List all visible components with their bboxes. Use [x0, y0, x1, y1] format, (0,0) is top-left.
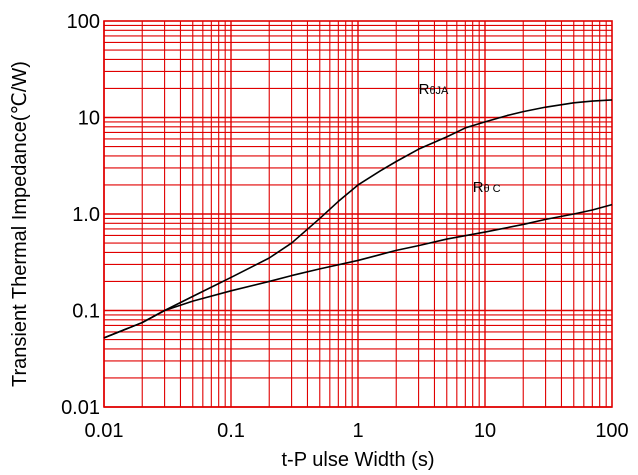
grid-lines: [103, 21, 612, 408]
y-tick-label: 1.0: [72, 204, 100, 226]
x-tick-label: 0.1: [217, 420, 245, 442]
series-line-1: [103, 99, 613, 339]
y-tick-label: 10: [78, 108, 100, 130]
x-tick-label: 100: [595, 420, 628, 442]
plot-frame: [103, 20, 613, 408]
x-tick-label: 0.01: [85, 420, 124, 442]
x-axis-label: t-P ulse Width (s): [282, 449, 435, 471]
y-axis-label: Transient Thermal Impedance(℃/W): [9, 61, 31, 387]
y-tick-label: 0.1: [72, 301, 100, 323]
x-tick-label: 10: [474, 420, 496, 442]
x-tick-labels: 0.01 0.1 1 10 100: [85, 420, 629, 442]
series-line-2: [103, 203, 613, 339]
series-label-1: RθJA: [419, 81, 449, 98]
series-layer: RθJA Rθ C: [103, 81, 613, 339]
y-tick-label: 0.01: [61, 397, 100, 419]
y-tick-label: 100: [67, 11, 100, 33]
x-tick-label: 1: [352, 420, 363, 442]
series-label-2: Rθ C: [473, 179, 501, 196]
y-tick-labels: 0.01 0.1 1.0 10 100: [61, 11, 100, 419]
